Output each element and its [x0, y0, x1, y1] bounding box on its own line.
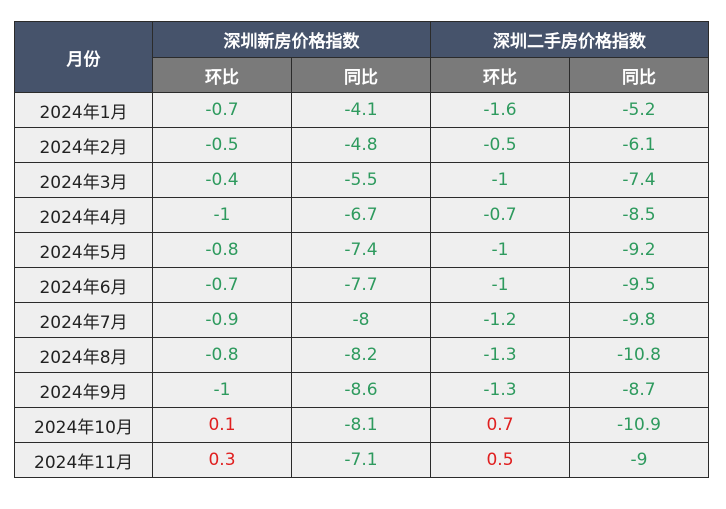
new-yoy-cell: -4.1: [291, 92, 431, 128]
new-yoy-cell: -8.2: [291, 337, 431, 373]
new-mom-cell: -0.5: [152, 127, 292, 163]
second-yoy-cell: -9: [569, 442, 709, 478]
new-mom-cell: -0.7: [152, 92, 292, 128]
second-hand-index-header: 深圳二手房价格指数: [430, 21, 709, 58]
second-mom-header: 环比: [430, 57, 570, 93]
new-home-index-header: 深圳新房价格指数: [152, 21, 431, 58]
new-yoy-cell: -8.1: [291, 407, 431, 443]
month-cell: 2024年8月: [14, 337, 153, 373]
new-mom-cell: -0.8: [152, 337, 292, 373]
new-mom-header: 环比: [152, 57, 292, 93]
second-yoy-cell: -5.2: [569, 92, 709, 128]
month-cell: 2024年7月: [14, 302, 153, 338]
month-cell: 2024年10月: [14, 407, 153, 443]
new-yoy-cell: -8: [291, 302, 431, 338]
second-yoy-cell: -8.7: [569, 372, 709, 408]
table-row: 2024年3月 -0.4 -5.5 -1 -7.4: [14, 162, 709, 198]
second-mom-cell: -1: [430, 162, 570, 198]
month-cell: 2024年6月: [14, 267, 153, 303]
second-yoy-cell: -6.1: [569, 127, 709, 163]
new-mom-cell: -0.7: [152, 267, 292, 303]
table-row: 2024年2月 -0.5 -4.8 -0.5 -6.1: [14, 127, 709, 163]
table-row: 2024年9月 -1 -8.6 -1.3 -8.7: [14, 372, 709, 408]
month-cell: 2024年9月: [14, 372, 153, 408]
table-row: 2024年10月 0.1 -8.1 0.7 -10.9: [14, 407, 709, 443]
month-cell: 2024年2月: [14, 127, 153, 163]
new-mom-cell: -1: [152, 372, 292, 408]
month-column-header: 月份: [14, 21, 153, 93]
new-yoy-cell: -7.4: [291, 232, 431, 268]
second-yoy-cell: -9.5: [569, 267, 709, 303]
second-mom-cell: -1.2: [430, 302, 570, 338]
second-mom-cell: -1: [430, 232, 570, 268]
second-yoy-cell: -7.4: [569, 162, 709, 198]
second-mom-cell: -1.3: [430, 372, 570, 408]
table-row: 2024年1月 -0.7 -4.1 -1.6 -5.2: [14, 92, 709, 128]
second-mom-cell: -0.5: [430, 127, 570, 163]
month-cell: 2024年1月: [14, 92, 153, 128]
month-cell: 2024年5月: [14, 232, 153, 268]
new-mom-cell: -0.4: [152, 162, 292, 198]
second-mom-cell: -1: [430, 267, 570, 303]
table-row: 2024年6月 -0.7 -7.7 -1 -9.5: [14, 267, 709, 303]
second-yoy-cell: -9.2: [569, 232, 709, 268]
second-yoy-header: 同比: [569, 57, 709, 93]
month-cell: 2024年3月: [14, 162, 153, 198]
second-mom-cell: -1.6: [430, 92, 570, 128]
new-yoy-cell: -7.7: [291, 267, 431, 303]
table-row: 2024年5月 -0.8 -7.4 -1 -9.2: [14, 232, 709, 268]
new-mom-cell: -0.8: [152, 232, 292, 268]
price-index-table: 月份 深圳新房价格指数 深圳二手房价格指数 环比 同比 环比 同比 2024年1…: [14, 21, 709, 478]
new-mom-cell: -1: [152, 197, 292, 233]
new-yoy-cell: -6.7: [291, 197, 431, 233]
second-mom-cell: -1.3: [430, 337, 570, 373]
second-mom-cell: 0.7: [430, 407, 570, 443]
new-yoy-cell: -4.8: [291, 127, 431, 163]
new-yoy-cell: -5.5: [291, 162, 431, 198]
new-yoy-cell: -7.1: [291, 442, 431, 478]
table-row: 2024年11月 0.3 -7.1 0.5 -9: [14, 442, 709, 478]
new-mom-cell: -0.9: [152, 302, 292, 338]
table-row: 2024年7月 -0.9 -8 -1.2 -9.8: [14, 302, 709, 338]
new-mom-cell: 0.3: [152, 442, 292, 478]
month-cell: 2024年11月: [14, 442, 153, 478]
table-row: 2024年8月 -0.8 -8.2 -1.3 -10.8: [14, 337, 709, 373]
second-yoy-cell: -10.8: [569, 337, 709, 373]
second-yoy-cell: -8.5: [569, 197, 709, 233]
new-yoy-cell: -8.6: [291, 372, 431, 408]
table-row: 2024年4月 -1 -6.7 -0.7 -8.5: [14, 197, 709, 233]
second-mom-cell: -0.7: [430, 197, 570, 233]
new-yoy-header: 同比: [291, 57, 431, 93]
table-body: 2024年1月 -0.7 -4.1 -1.6 -5.2 2024年2月 -0.5 -4.8 -0…: [14, 92, 709, 478]
month-cell: 2024年4月: [14, 197, 153, 233]
second-mom-cell: 0.5: [430, 442, 570, 478]
second-yoy-cell: -10.9: [569, 407, 709, 443]
new-mom-cell: 0.1: [152, 407, 292, 443]
second-yoy-cell: -9.8: [569, 302, 709, 338]
